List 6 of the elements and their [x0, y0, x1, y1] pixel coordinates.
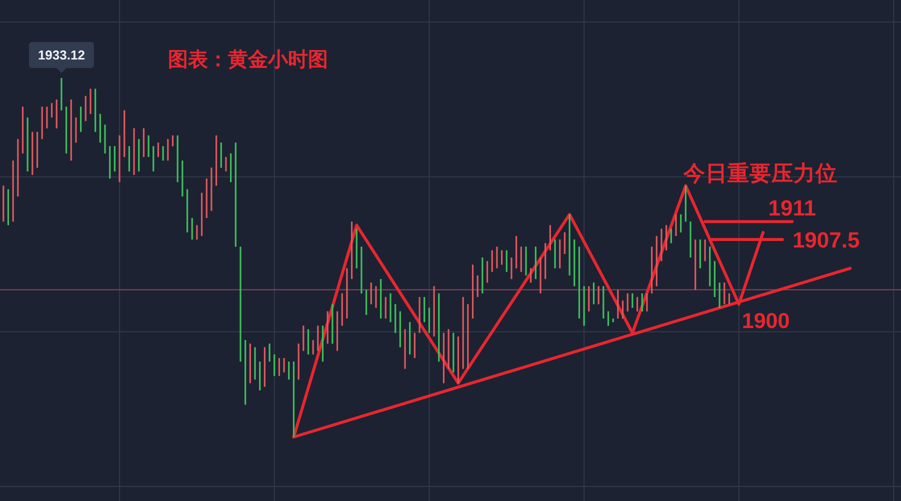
title: 图表：黄金小时图 [168, 49, 328, 71]
series-name: 1907.5 [792, 228, 860, 253]
note: 今日重要压力位 [684, 162, 838, 186]
note: 1900 [742, 309, 790, 334]
series-name: 1911 [768, 196, 816, 221]
annotation: 1933.12 [38, 48, 85, 62]
